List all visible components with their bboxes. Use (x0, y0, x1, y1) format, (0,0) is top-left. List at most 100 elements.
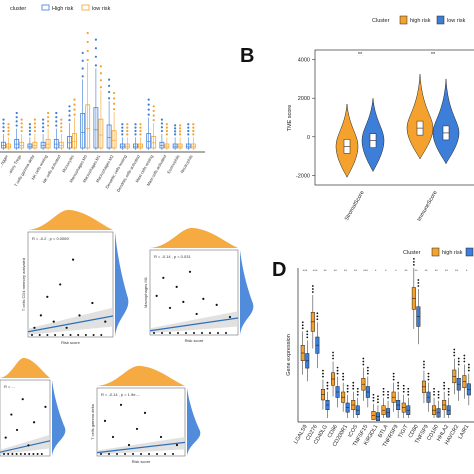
scatter-point (161, 332, 163, 334)
outlier-point (382, 387, 385, 390)
outlier-point (73, 103, 76, 106)
outlier-point (417, 279, 420, 281)
outlier-point (86, 40, 89, 44)
outlier-point (412, 257, 415, 260)
x-tick-label: ImmuneScore (416, 190, 438, 223)
panel-d-x-labels: LGALS9CD276CD40LGCD86CD200R1ICOSTNFSF15K… (293, 423, 470, 448)
outlier-point (372, 396, 375, 399)
outlier-point (179, 124, 182, 127)
outlier-point (342, 378, 345, 381)
outlier-point (160, 126, 163, 129)
scatter-point (52, 320, 55, 323)
marginal-density-x (97, 365, 185, 386)
outlier-point (152, 114, 155, 117)
x-axis-label: Risk score (185, 338, 204, 343)
outlier-point (447, 390, 450, 393)
outlier-point (192, 129, 195, 133)
panel-a-legend-title: cluster (10, 6, 26, 12)
box (85, 104, 91, 149)
panel-d-ylabel: Gene expression (286, 334, 292, 376)
scatter-point (15, 453, 18, 455)
box (45, 138, 51, 149)
scatter-point (168, 306, 172, 310)
scatter-point (175, 285, 178, 288)
scatter-point (33, 326, 36, 329)
outlier-point (15, 120, 18, 123)
scatter-point (44, 405, 47, 408)
significance-label: ** (344, 268, 348, 273)
scatter-point (228, 315, 232, 319)
outlier-point (60, 126, 63, 129)
outlier-point (55, 124, 58, 127)
scatter-point (201, 332, 203, 334)
significance-label: ** (415, 268, 419, 273)
panel-d-boxes (300, 257, 471, 422)
violin (406, 74, 434, 160)
significance-label: ** (435, 268, 439, 273)
outlier-point (187, 126, 190, 129)
panel-b-letter: B (240, 45, 254, 67)
scatter-point (124, 453, 126, 455)
outlier-point (81, 51, 84, 55)
scatter-point (215, 303, 218, 307)
scatter-point (185, 332, 187, 334)
outlier-point (457, 363, 460, 366)
panel-b-x-labels: StromalScore ImmuneScore (344, 190, 439, 223)
significance-label: *** (303, 268, 308, 273)
outlier-point (366, 366, 369, 369)
box (67, 136, 72, 149)
panel-b: B Cluster high risk low risk TME score 4… (240, 15, 474, 223)
box (80, 113, 86, 149)
panel-b-legend-title: Cluster (372, 18, 390, 24)
outlier-point (402, 390, 405, 393)
scatter-point (135, 427, 139, 431)
outlier-point (68, 105, 71, 108)
outlier-point (423, 363, 425, 366)
outlier-point (7, 133, 10, 136)
scatter-point (61, 334, 64, 336)
outlier-point (121, 123, 124, 126)
outlier-point (165, 133, 168, 136)
outlier-point (134, 123, 137, 126)
significance-label: ** (334, 268, 338, 273)
outlier-point (301, 321, 304, 324)
outlier-point (187, 129, 190, 133)
outlier-point (352, 381, 355, 384)
scatter-point (59, 283, 62, 286)
scatter-point (4, 436, 7, 439)
outlier-point (99, 72, 102, 75)
outlier-point (15, 124, 18, 127)
outlier-point (372, 399, 375, 402)
panel-b-significance: ** ** (358, 52, 436, 58)
y-axis-label: Macrophages M1 (143, 276, 148, 308)
box (72, 133, 77, 149)
scatter-point (46, 295, 49, 298)
outlier-point (86, 58, 89, 62)
scatter-point (100, 453, 102, 455)
outlier-point (113, 91, 116, 95)
scatter-point (217, 332, 219, 334)
outlier-point (33, 126, 37, 129)
scatter-point (159, 435, 163, 439)
legend-swatch-b-low (436, 15, 445, 25)
outlier-point (121, 129, 124, 133)
outlier-point (342, 375, 345, 378)
scatter-point (84, 334, 87, 336)
scatter-point (193, 332, 195, 334)
outlier-point (68, 114, 71, 117)
significance-label: ** (358, 52, 363, 58)
scatter-point (3, 453, 5, 455)
outlier-point (447, 393, 450, 396)
outlier-point (108, 78, 111, 81)
significance-label: *** (363, 268, 368, 273)
legend-swatch-high (41, 4, 50, 11)
outlier-point (433, 390, 435, 393)
scatter-point (119, 403, 123, 406)
outlier-point (382, 393, 385, 396)
scatter-point (209, 332, 211, 334)
outlier-point (336, 369, 339, 372)
scatter-plot: R = ... (0, 357, 66, 457)
outlier-point (387, 396, 389, 399)
outlier-point (433, 393, 435, 396)
